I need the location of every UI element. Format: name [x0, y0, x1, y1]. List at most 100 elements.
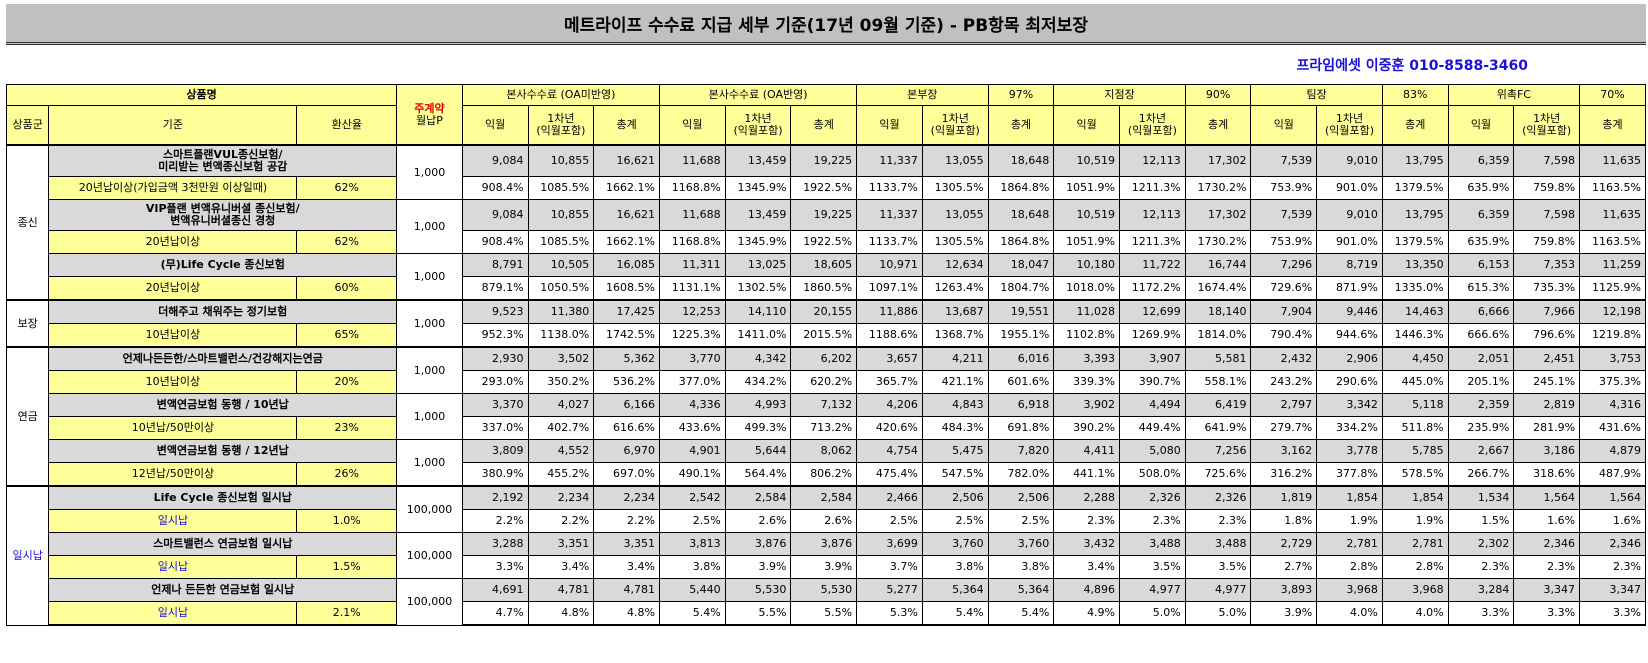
percent-cell: 4.0% — [1316, 601, 1383, 626]
percent-cell: 790.4% — [1250, 323, 1318, 348]
amount-cell: 12,699 — [1119, 299, 1186, 324]
percent-cell: 753.9% — [1250, 230, 1318, 254]
amount-cell: 2,326 — [1119, 485, 1186, 510]
percent-cell: 725.6% — [1184, 462, 1252, 487]
amount-cell: 3,351 — [527, 532, 595, 556]
percent-cell: 759.8% — [1513, 230, 1581, 254]
percent-cell: 620.2% — [790, 370, 858, 394]
amount-cell: 4,879 — [1579, 439, 1646, 463]
percent-cell: 5.5% — [724, 601, 792, 626]
conversion-rate: 1.5% — [296, 555, 398, 579]
header-section-0: 본사수수료 (OA미반영) — [461, 84, 660, 106]
percent-cell: 337.0% — [461, 416, 529, 440]
header-sub-first-year-line1: 1차년 — [547, 112, 575, 125]
percent-cell: 1922.5% — [790, 230, 858, 254]
percent-cell: 691.8% — [987, 416, 1055, 440]
amount-cell: 1,854 — [1381, 485, 1449, 510]
percent-cell: 1050.5% — [527, 276, 595, 301]
amount-cell: 2,819 — [1513, 393, 1581, 417]
header-section-4: 팀장 — [1250, 84, 1383, 106]
percent-cell: 879.1% — [461, 276, 529, 301]
percent-cell: 1085.5% — [527, 230, 595, 254]
percent-cell: 1864.8% — [987, 230, 1055, 254]
amount-cell: 4,494 — [1119, 393, 1186, 417]
percent-cell: 1379.5% — [1381, 230, 1449, 254]
percent-cell: 1263.4% — [921, 276, 989, 301]
header-row-2: 상품군 기준 환산율 익월 1차년 (익월포함) 총계 익월 1차년 (익월포함) 총계 익월 1차년(… — [5, 105, 1646, 146]
percent-cell: 1379.5% — [1381, 176, 1449, 200]
percent-cell: 511.8% — [1381, 416, 1449, 440]
header-section-3: 지점장 — [1053, 84, 1186, 106]
amount-cell: 9,010 — [1316, 199, 1383, 231]
conversion-rate: 1.0% — [296, 509, 398, 533]
amount-cell: 3,760 — [921, 532, 989, 556]
amount-cell: 3,432 — [1053, 532, 1121, 556]
amount-cell: 13,055 — [921, 144, 989, 177]
percent-cell: 901.0% — [1316, 176, 1383, 200]
percent-row: 20년납이상 62% 908.4% 1085.5% 1662.1% 1168.8% 1345… — [7, 230, 1646, 254]
percent-cell: 1335.0% — [1381, 276, 1449, 301]
amount-cell: 4,901 — [658, 439, 726, 463]
product-name-line: Life Cycle 종신보험 일시납 — [153, 491, 292, 504]
percent-cell: 3.4% — [593, 555, 660, 579]
amount-cell: 13,350 — [1381, 253, 1449, 277]
header-sub-first-year-line1: 1차년 — [941, 112, 969, 125]
product-name: 변액연금보험 동행 / 12년납 — [48, 439, 398, 463]
group-name: 보장 — [5, 299, 50, 348]
amount-cell: 3,907 — [1119, 346, 1186, 371]
percent-cell: 4.9% — [1053, 601, 1121, 626]
monthly-premium: 1,000 — [396, 393, 463, 440]
amount-cell: 14,463 — [1381, 299, 1449, 324]
amount-cell: 2,051 — [1447, 346, 1515, 371]
percent-cell: 1085.5% — [527, 176, 595, 200]
amount-cell: 3,162 — [1250, 439, 1318, 463]
header-criteria: 기준 — [48, 105, 298, 146]
amount-cell: 10,519 — [1053, 199, 1121, 231]
amount-cell: 3,968 — [1316, 578, 1383, 602]
percent-cell: 3.3% — [1447, 601, 1515, 626]
amount-cell: 4,754 — [856, 439, 923, 463]
amount-cell: 3,288 — [461, 532, 529, 556]
header-sub-total: 총계 — [1579, 105, 1646, 146]
product-name-line: 언제나 든든한 연금보험 일시납 — [151, 583, 295, 596]
amount-cell: 3,902 — [1053, 393, 1121, 417]
amount-cell: 5,785 — [1381, 439, 1449, 463]
product-name: 스마트밸런스 연금보험 일시납 — [48, 532, 398, 556]
amount-cell: 4,781 — [593, 578, 660, 602]
percent-cell: 1172.2% — [1119, 276, 1186, 301]
percent-cell: 2.8% — [1316, 555, 1383, 579]
percent-cell: 1860.5% — [790, 276, 858, 301]
percent-cell: 635.9% — [1447, 230, 1515, 254]
group-name: 연금 — [5, 346, 50, 487]
percent-cell: 380.9% — [461, 462, 529, 487]
percent-cell: 3.5% — [1184, 555, 1252, 579]
amount-cell: 11,886 — [856, 299, 923, 324]
percent-cell: 1662.1% — [593, 176, 660, 200]
amount-cell: 7,820 — [987, 439, 1055, 463]
percent-cell: 1.5% — [1447, 509, 1515, 533]
amount-cell: 6,918 — [987, 393, 1055, 417]
header-sub-first-year: 1차년 (익월포함) — [724, 105, 792, 146]
amount-cell: 19,225 — [790, 199, 858, 231]
amount-cell: 18,605 — [790, 253, 858, 277]
header-sub-next-month: 익월 — [1053, 105, 1121, 146]
conversion-rate: 23% — [296, 416, 398, 440]
amount-cell: 3,699 — [856, 532, 923, 556]
header-sub-total: 총계 — [593, 105, 660, 146]
monthly-premium: 1,000 — [396, 346, 463, 394]
header-sub-next-month: 익월 — [1447, 105, 1515, 146]
percent-cell: 3.9% — [724, 555, 792, 579]
amount-cell: 3,770 — [658, 346, 726, 371]
amount-cell: 11,635 — [1579, 199, 1646, 231]
percent-cell: 2.3% — [1184, 509, 1252, 533]
amount-cell: 2,584 — [724, 485, 792, 510]
percent-cell: 3.3% — [461, 555, 529, 579]
amount-cell: 19,225 — [790, 144, 858, 177]
amount-cell: 7,904 — [1250, 299, 1318, 324]
percent-cell: 390.7% — [1119, 370, 1186, 394]
monthly-premium: 1,000 — [396, 199, 463, 254]
amount-cell: 2,432 — [1250, 346, 1318, 371]
percent-cell: 2.3% — [1579, 555, 1646, 579]
header-sub-first-year-line2: (익월포함) — [930, 124, 980, 137]
amount-cell: 11,380 — [527, 299, 595, 324]
